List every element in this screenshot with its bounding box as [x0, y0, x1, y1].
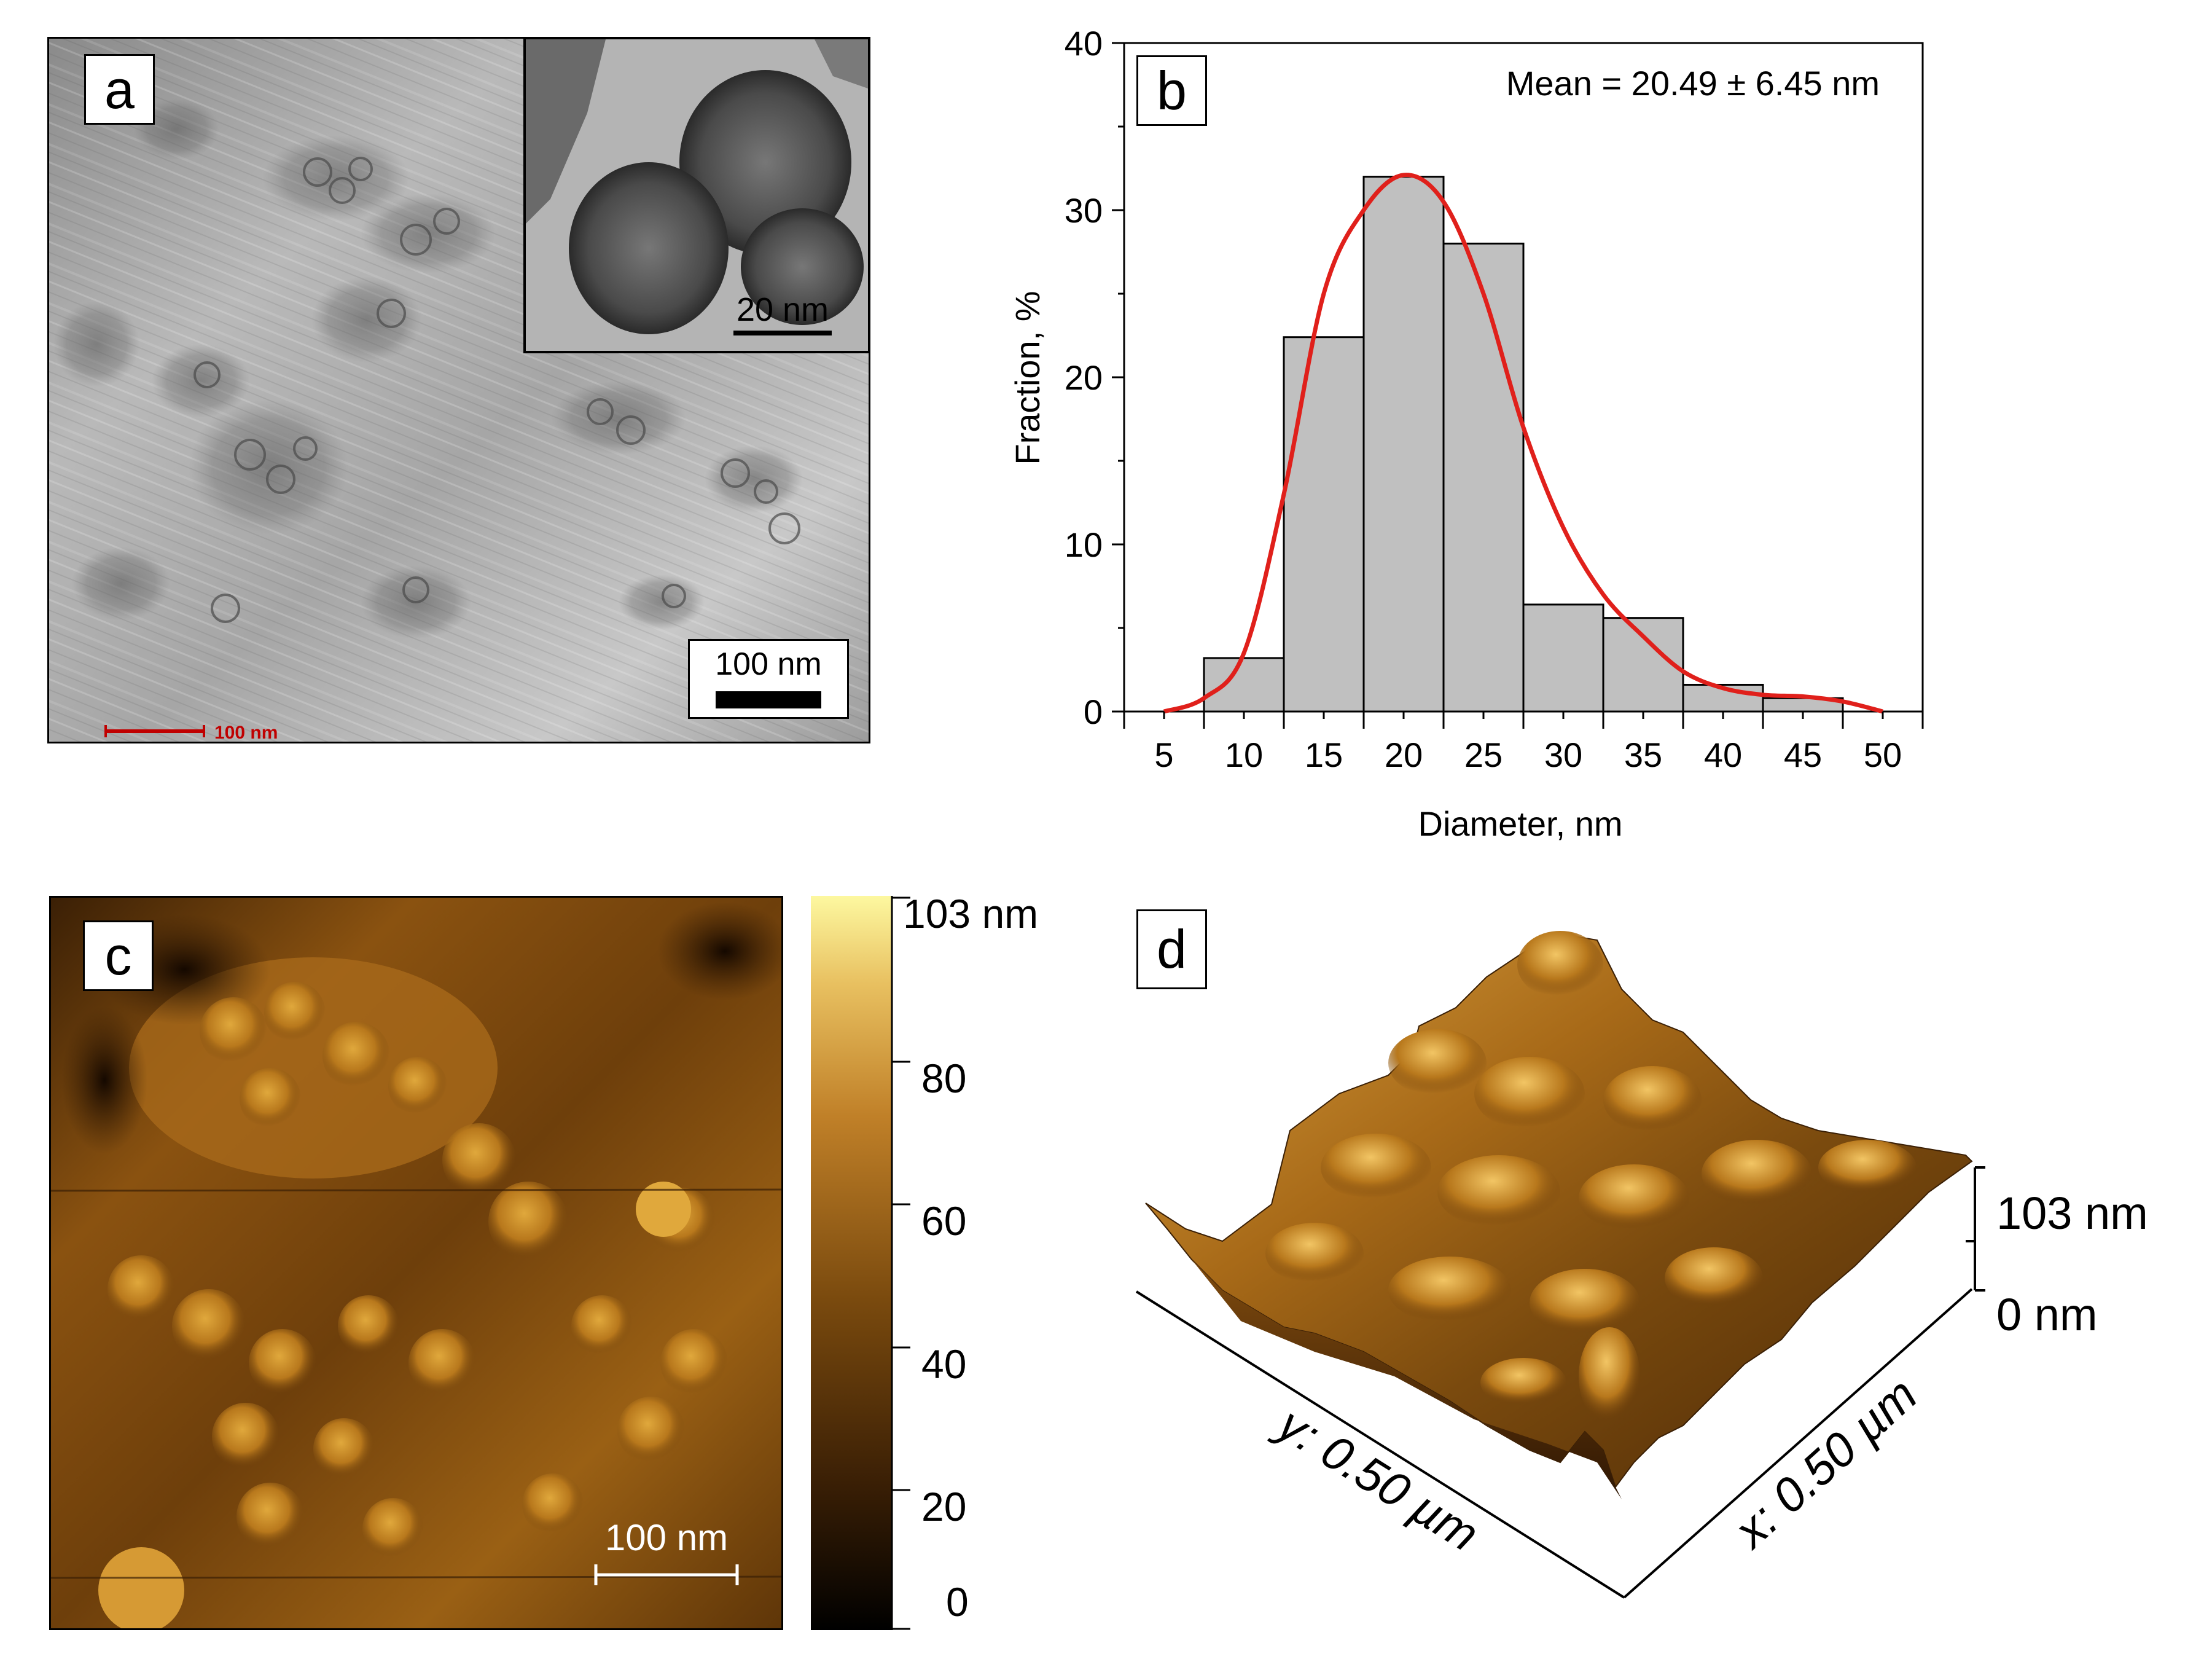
surface-bumps [1265, 931, 1917, 1426]
embedded-red-scale: 100 nm [104, 723, 278, 743]
tem-inset: 20 nm [523, 37, 870, 353]
histogram-chart: 5 10 15 20 25 30 35 40 45 50 0 10 20 30 40 Diameter, … [1008, 24, 1924, 843]
x-axis-label: Diameter, nm [1418, 804, 1623, 843]
x-tick-label: 30 [1544, 735, 1582, 774]
x-tick-label: 45 [1784, 735, 1822, 774]
afm-2d-scalebar: 100 nm [590, 1516, 743, 1593]
z-bottom-label: 0 nm [1996, 1289, 2098, 1340]
colorbar-ticks [892, 896, 910, 1630]
inset-scalebar-line [733, 331, 832, 335]
inset-scalebar: 20 nm [733, 291, 832, 335]
x-tick-label: 20 [1385, 735, 1423, 774]
surface-top [1145, 933, 1973, 1489]
colorbar-label-20: 20 [921, 1484, 966, 1529]
histogram-bar-5 [1522, 603, 1604, 713]
3d-axes [1135, 1288, 1973, 1599]
colorbar-label-0: 0 [946, 1579, 969, 1625]
panel-b: 5 10 15 20 25 30 35 40 45 50 0 10 20 30 40 Diameter, … [983, 18, 1941, 854]
panel-c-label: c [83, 920, 154, 991]
fit-curve-line [1163, 173, 1883, 714]
afm-grains [98, 982, 728, 1633]
afm-2d-scalebar-label: 100 nm [604, 1517, 729, 1558]
y-tick-label: 0 [1084, 692, 1103, 731]
colorbar-label-40: 40 [921, 1341, 966, 1387]
x-tick-label: 35 [1624, 735, 1662, 774]
z-top-label: 103 nm [1996, 1188, 2148, 1239]
afm-2d-scalebar-line [594, 1564, 739, 1585]
tem-scalebar-box: 100 nm [688, 639, 849, 719]
afm-2d-image [49, 896, 792, 1633]
histogram-bar-7 [1682, 683, 1764, 713]
histogram-bar-4 [1442, 242, 1525, 713]
x-tick-label: 5 [1154, 735, 1173, 774]
y-tick-label: 40 [1065, 24, 1103, 63]
particle-clusters [53, 98, 803, 639]
panel-c: c 100 nm [49, 896, 792, 1633]
y-tick-label: 30 [1065, 191, 1103, 230]
x-tick-label: 50 [1864, 735, 1902, 774]
x-tick-label: 40 [1704, 735, 1742, 774]
bars [1203, 176, 1844, 713]
x-axis-3d-label: x: 0.50 µm [1722, 1367, 1928, 1559]
colorbar-tick-labels: 103 nm 80 60 40 20 0 [903, 891, 1038, 1625]
panel-d-label: d [1136, 909, 1207, 989]
panel-d: 103 nm 0 nm y: 0.50 µm x: 0.50 µm d [1130, 909, 2212, 1656]
particle-outlines [193, 157, 800, 623]
colorbar-label-max: 103 nm [903, 896, 1038, 936]
x-tick-label: 25 [1464, 735, 1503, 774]
panel-b-label: b [1136, 55, 1207, 126]
z-scale-bar [1966, 1166, 1985, 1292]
histogram-bar-3 [1362, 176, 1445, 713]
mean-annotation: Mean = 20.49 ± 6.45 nm [1506, 64, 1880, 103]
histogram-bar-2 [1283, 336, 1365, 713]
panel-a: 100 nm 20 nm 100 nm [47, 37, 870, 743]
x-tick-label: 15 [1305, 735, 1343, 774]
surface-front [1167, 1229, 1622, 1499]
y-axis-3d-label: y: 0.50 µm [1267, 1395, 1488, 1561]
panel-a-label: a [84, 54, 155, 125]
inset-scalebar-label: 20 nm [736, 291, 829, 328]
colorbar-label-80: 80 [921, 1056, 966, 1101]
y-tick-label: 10 [1065, 525, 1103, 564]
x-tick-label: 10 [1225, 735, 1263, 774]
afm-3d-surface: 103 nm 0 nm y: 0.50 µm x: 0.50 µm [1135, 931, 2148, 1599]
colorbar-label-60: 60 [921, 1198, 966, 1244]
y-axis-label: Fraction, % [1008, 291, 1047, 465]
y-axis-ticks: 0 10 20 30 40 [1065, 24, 1124, 731]
histogram-bar-1 [1203, 657, 1285, 713]
tem-scalebar-label: 100 nm [715, 646, 822, 682]
colorbar-gradient [811, 896, 892, 1630]
fit-curve [1163, 173, 1883, 714]
x-axis-ticks: 5 10 15 20 25 30 35 40 45 50 [1123, 712, 1924, 774]
red-scale-text: 100 nm [214, 723, 278, 743]
tem-scalebar-line [716, 691, 821, 708]
colorbar: 103 nm 80 60 40 20 0 [811, 891, 1057, 1630]
y-tick-label: 20 [1065, 358, 1103, 397]
